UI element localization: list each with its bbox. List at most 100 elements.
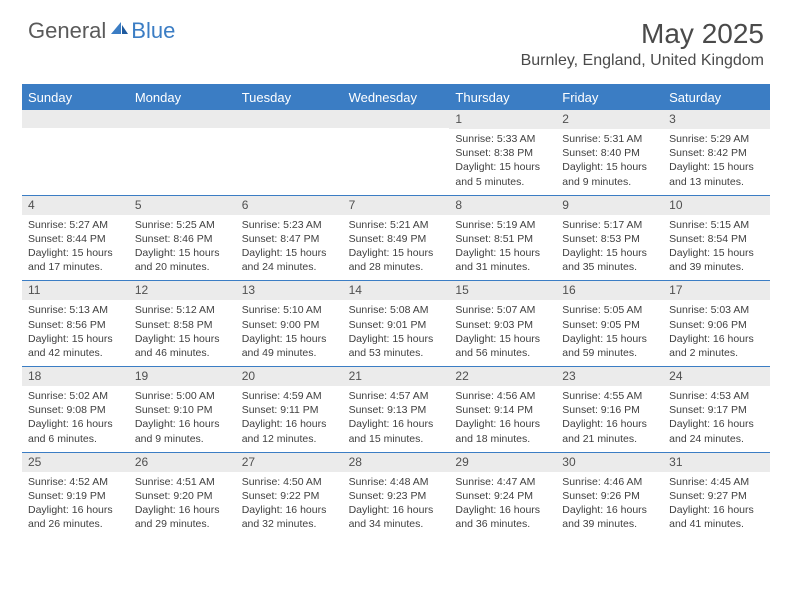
calendar-cell: 29Sunrise: 4:47 AMSunset: 9:24 PMDayligh… <box>449 453 556 538</box>
day-info-line: Sunrise: 5:33 AM <box>455 132 550 146</box>
day-number: 5 <box>129 196 236 215</box>
day-info-line: Sunset: 8:56 PM <box>28 318 123 332</box>
calendar-cell: 16Sunrise: 5:05 AMSunset: 9:05 PMDayligh… <box>556 281 663 366</box>
day-info-line: Sunrise: 4:55 AM <box>562 389 657 403</box>
day-info-line: Daylight: 15 hours and 35 minutes. <box>562 246 657 274</box>
day-number: 9 <box>556 196 663 215</box>
calendar-cell: 2Sunrise: 5:31 AMSunset: 8:40 PMDaylight… <box>556 110 663 195</box>
weekday-header-row: SundayMondayTuesdayWednesdayThursdayFrid… <box>22 86 770 110</box>
calendar-cell: 4Sunrise: 5:27 AMSunset: 8:44 PMDaylight… <box>22 196 129 281</box>
calendar-cell: 23Sunrise: 4:55 AMSunset: 9:16 PMDayligh… <box>556 367 663 452</box>
day-number: 20 <box>236 367 343 386</box>
calendar-cell: 28Sunrise: 4:48 AMSunset: 9:23 PMDayligh… <box>343 453 450 538</box>
day-content: Sunrise: 4:47 AMSunset: 9:24 PMDaylight:… <box>449 472 556 538</box>
day-number: 11 <box>22 281 129 300</box>
day-info-line: Daylight: 16 hours and 18 minutes. <box>455 417 550 445</box>
calendar-cell: 21Sunrise: 4:57 AMSunset: 9:13 PMDayligh… <box>343 367 450 452</box>
calendar-cell: 17Sunrise: 5:03 AMSunset: 9:06 PMDayligh… <box>663 281 770 366</box>
day-info-line: Sunrise: 5:27 AM <box>28 218 123 232</box>
logo-text-general: General <box>28 18 106 44</box>
day-info-line: Sunset: 9:24 PM <box>455 489 550 503</box>
calendar-cell: 26Sunrise: 4:51 AMSunset: 9:20 PMDayligh… <box>129 453 236 538</box>
day-info-line: Sunset: 9:20 PM <box>135 489 230 503</box>
day-info-line: Sunset: 8:47 PM <box>242 232 337 246</box>
day-info-line: Daylight: 15 hours and 20 minutes. <box>135 246 230 274</box>
day-info-line: Sunrise: 5:05 AM <box>562 303 657 317</box>
day-content: Sunrise: 5:10 AMSunset: 9:00 PMDaylight:… <box>236 300 343 366</box>
day-info-line: Sunrise: 5:25 AM <box>135 218 230 232</box>
day-number: 27 <box>236 453 343 472</box>
day-info-line: Sunrise: 4:46 AM <box>562 475 657 489</box>
day-info-line: Sunrise: 5:13 AM <box>28 303 123 317</box>
day-info-line: Sunset: 9:14 PM <box>455 403 550 417</box>
day-info-line: Daylight: 16 hours and 9 minutes. <box>135 417 230 445</box>
day-info-line: Daylight: 16 hours and 12 minutes. <box>242 417 337 445</box>
day-number: 7 <box>343 196 450 215</box>
day-content: Sunrise: 5:27 AMSunset: 8:44 PMDaylight:… <box>22 215 129 281</box>
day-content: Sunrise: 4:46 AMSunset: 9:26 PMDaylight:… <box>556 472 663 538</box>
day-content <box>22 128 129 188</box>
day-info-line: Sunrise: 5:31 AM <box>562 132 657 146</box>
logo-text-blue: Blue <box>131 18 175 44</box>
day-content: Sunrise: 5:08 AMSunset: 9:01 PMDaylight:… <box>343 300 450 366</box>
day-info-line: Daylight: 16 hours and 36 minutes. <box>455 503 550 531</box>
day-info-line: Daylight: 15 hours and 49 minutes. <box>242 332 337 360</box>
day-content: Sunrise: 4:57 AMSunset: 9:13 PMDaylight:… <box>343 386 450 452</box>
day-info-line: Sunset: 9:13 PM <box>349 403 444 417</box>
day-info-line: Sunrise: 4:47 AM <box>455 475 550 489</box>
day-number: 25 <box>22 453 129 472</box>
day-info-line: Sunset: 9:22 PM <box>242 489 337 503</box>
day-content: Sunrise: 4:59 AMSunset: 9:11 PMDaylight:… <box>236 386 343 452</box>
day-number: 19 <box>129 367 236 386</box>
day-info-line: Daylight: 15 hours and 9 minutes. <box>562 160 657 188</box>
day-content: Sunrise: 5:07 AMSunset: 9:03 PMDaylight:… <box>449 300 556 366</box>
day-info-line: Sunrise: 5:29 AM <box>669 132 764 146</box>
day-info-line: Sunset: 9:05 PM <box>562 318 657 332</box>
day-number <box>129 110 236 128</box>
day-info-line: Sunrise: 5:17 AM <box>562 218 657 232</box>
day-info-line: Daylight: 16 hours and 39 minutes. <box>562 503 657 531</box>
day-info-line: Daylight: 16 hours and 29 minutes. <box>135 503 230 531</box>
day-info-line: Sunrise: 5:21 AM <box>349 218 444 232</box>
day-number: 4 <box>22 196 129 215</box>
day-info-line: Sunset: 9:00 PM <box>242 318 337 332</box>
day-info-line: Sunrise: 5:12 AM <box>135 303 230 317</box>
calendar-cell: 31Sunrise: 4:45 AMSunset: 9:27 PMDayligh… <box>663 453 770 538</box>
day-info-line: Sunset: 9:10 PM <box>135 403 230 417</box>
day-info-line: Daylight: 15 hours and 53 minutes. <box>349 332 444 360</box>
day-number: 23 <box>556 367 663 386</box>
calendar-cell: 30Sunrise: 4:46 AMSunset: 9:26 PMDayligh… <box>556 453 663 538</box>
day-info-line: Daylight: 16 hours and 15 minutes. <box>349 417 444 445</box>
day-number <box>236 110 343 128</box>
calendar-cell: 18Sunrise: 5:02 AMSunset: 9:08 PMDayligh… <box>22 367 129 452</box>
weekday-header-cell: Saturday <box>663 86 770 110</box>
day-info-line: Sunset: 9:27 PM <box>669 489 764 503</box>
day-info-line: Sunset: 8:53 PM <box>562 232 657 246</box>
calendar-cell: 25Sunrise: 4:52 AMSunset: 9:19 PMDayligh… <box>22 453 129 538</box>
day-number: 10 <box>663 196 770 215</box>
day-number: 22 <box>449 367 556 386</box>
day-content: Sunrise: 4:45 AMSunset: 9:27 PMDaylight:… <box>663 472 770 538</box>
day-content <box>343 128 450 188</box>
day-content: Sunrise: 4:56 AMSunset: 9:14 PMDaylight:… <box>449 386 556 452</box>
day-info-line: Sunset: 9:17 PM <box>669 403 764 417</box>
day-info-line: Daylight: 15 hours and 46 minutes. <box>135 332 230 360</box>
day-content: Sunrise: 5:31 AMSunset: 8:40 PMDaylight:… <box>556 129 663 195</box>
calendar-cell: 22Sunrise: 4:56 AMSunset: 9:14 PMDayligh… <box>449 367 556 452</box>
day-number: 3 <box>663 110 770 129</box>
day-info-line: Sunrise: 5:07 AM <box>455 303 550 317</box>
calendar-cell <box>22 110 129 195</box>
day-number <box>22 110 129 128</box>
day-info-line: Daylight: 16 hours and 34 minutes. <box>349 503 444 531</box>
day-number: 30 <box>556 453 663 472</box>
day-info-line: Sunrise: 5:19 AM <box>455 218 550 232</box>
weekday-header-cell: Thursday <box>449 86 556 110</box>
day-number: 29 <box>449 453 556 472</box>
day-info-line: Sunrise: 5:15 AM <box>669 218 764 232</box>
day-info-line: Sunset: 8:42 PM <box>669 146 764 160</box>
day-info-line: Sunset: 8:38 PM <box>455 146 550 160</box>
day-info-line: Sunrise: 4:57 AM <box>349 389 444 403</box>
calendar-cell: 15Sunrise: 5:07 AMSunset: 9:03 PMDayligh… <box>449 281 556 366</box>
day-info-line: Sunset: 8:46 PM <box>135 232 230 246</box>
month-title: May 2025 <box>521 18 764 50</box>
